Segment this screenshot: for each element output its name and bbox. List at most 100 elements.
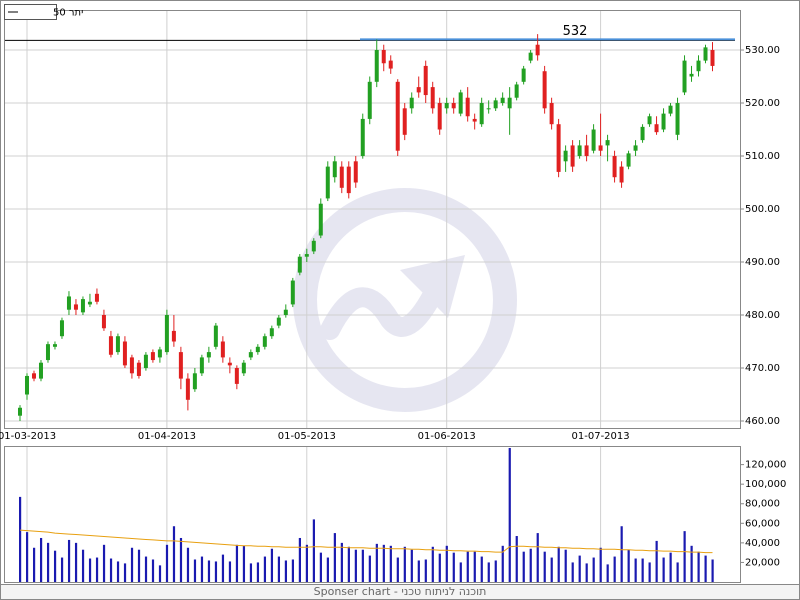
- volume-bar: [326, 557, 329, 582]
- volume-bar: [620, 526, 623, 582]
- volume-bar: [319, 552, 322, 582]
- candle-body: [122, 341, 127, 366]
- candle-body: [668, 105, 673, 114]
- candle-body: [17, 407, 22, 416]
- y-tick-label: 20,000: [745, 557, 780, 568]
- candle-body: [108, 336, 113, 355]
- volume-bar: [67, 539, 71, 582]
- candle-body: [227, 362, 232, 366]
- candle-body: [325, 166, 330, 199]
- candle-body: [493, 100, 498, 109]
- candle-body: [353, 161, 358, 183]
- x-tick-label: 01-03-2013: [0, 431, 56, 442]
- candle-body: [115, 336, 120, 353]
- candle-body: [577, 145, 582, 157]
- y-tick-label: 80,000: [745, 499, 780, 510]
- volume-bar: [368, 555, 371, 582]
- volume-bar: [214, 561, 218, 582]
- candle-body: [164, 315, 169, 353]
- candle-body: [220, 341, 225, 358]
- candle-body: [87, 301, 92, 305]
- volume-bar: [487, 562, 490, 582]
- volume-bar: [627, 549, 630, 582]
- volume-bar: [95, 557, 99, 582]
- volume-bar: [704, 555, 707, 582]
- price-panel: [4, 10, 741, 429]
- candle-body: [388, 60, 393, 69]
- y-tick-label: 520.00: [745, 98, 780, 109]
- candle-body: [591, 129, 596, 151]
- volume-bar: [102, 544, 106, 582]
- volume-bar: [494, 560, 497, 582]
- moving-average-line: [19, 529, 713, 554]
- volume-bar: [53, 550, 57, 582]
- volume-bar: [550, 557, 553, 582]
- candle-body: [339, 166, 344, 188]
- volume-bar: [480, 556, 483, 582]
- volume-bar: [403, 546, 406, 582]
- candle-body: [647, 116, 652, 125]
- y-tick-label: 120,000: [745, 460, 786, 471]
- y-tick-label: 480.00: [745, 310, 780, 321]
- volume-bar: [501, 545, 504, 582]
- candle-body: [31, 373, 36, 379]
- candle-body: [458, 92, 463, 114]
- volume-bar: [585, 563, 588, 582]
- volume-bar: [641, 558, 644, 582]
- candle-body: [38, 362, 43, 379]
- candle-body: [59, 320, 64, 337]
- y-tick-label: 40,000: [745, 538, 780, 549]
- volume-bar: [697, 551, 700, 582]
- volume-bar: [186, 547, 190, 582]
- candle-body: [661, 113, 666, 130]
- volume-bar: [130, 547, 134, 582]
- candle-body: [465, 97, 470, 117]
- candle-body: [570, 145, 575, 167]
- y-tick-label: 60,000: [745, 518, 780, 529]
- volume-bar: [466, 551, 469, 582]
- candle-body: [514, 84, 519, 98]
- volume-bar: [312, 519, 315, 582]
- volume-bar: [683, 531, 686, 582]
- candle-body: [444, 103, 449, 109]
- candle-body: [535, 44, 540, 56]
- watermark: [293, 188, 517, 412]
- volume-bar: [690, 545, 693, 582]
- candle-body: [451, 103, 456, 109]
- candle-body: [255, 346, 260, 353]
- volume-bar: [452, 552, 455, 582]
- candle-body: [689, 73, 694, 77]
- candle-body: [402, 108, 407, 135]
- candle-body: [675, 103, 680, 135]
- volume-bar: [200, 556, 204, 582]
- y-tick-label: 490.00: [745, 257, 780, 268]
- candle-body: [199, 357, 204, 374]
- volume-bar: [18, 496, 22, 582]
- volume-bar: [277, 556, 281, 582]
- volume-bar: [382, 544, 385, 582]
- legend-label: יתר 50: [53, 8, 83, 19]
- volume-bar: [207, 560, 211, 582]
- candle-body: [143, 354, 148, 369]
- candle-body: [52, 344, 57, 347]
- candle-body: [556, 124, 561, 172]
- candle-body: [710, 50, 715, 66]
- candle-body: [472, 118, 477, 122]
- volume-bar: [396, 557, 399, 582]
- volume-bar: [228, 561, 232, 582]
- volume-bar: [571, 562, 574, 582]
- volume-bar: [221, 554, 225, 582]
- volume-bar: [459, 562, 462, 582]
- volume-bar: [711, 559, 714, 582]
- volume-bar: [347, 546, 350, 582]
- candle-body: [416, 87, 421, 93]
- volume-bar: [417, 560, 420, 582]
- candle-body: [297, 256, 302, 273]
- volume-bar: [137, 549, 141, 582]
- candle-body: [528, 52, 533, 61]
- volume-bar: [298, 537, 301, 582]
- candle-body: [101, 315, 106, 329]
- candle-body: [45, 344, 50, 361]
- volume-bar: [284, 560, 288, 582]
